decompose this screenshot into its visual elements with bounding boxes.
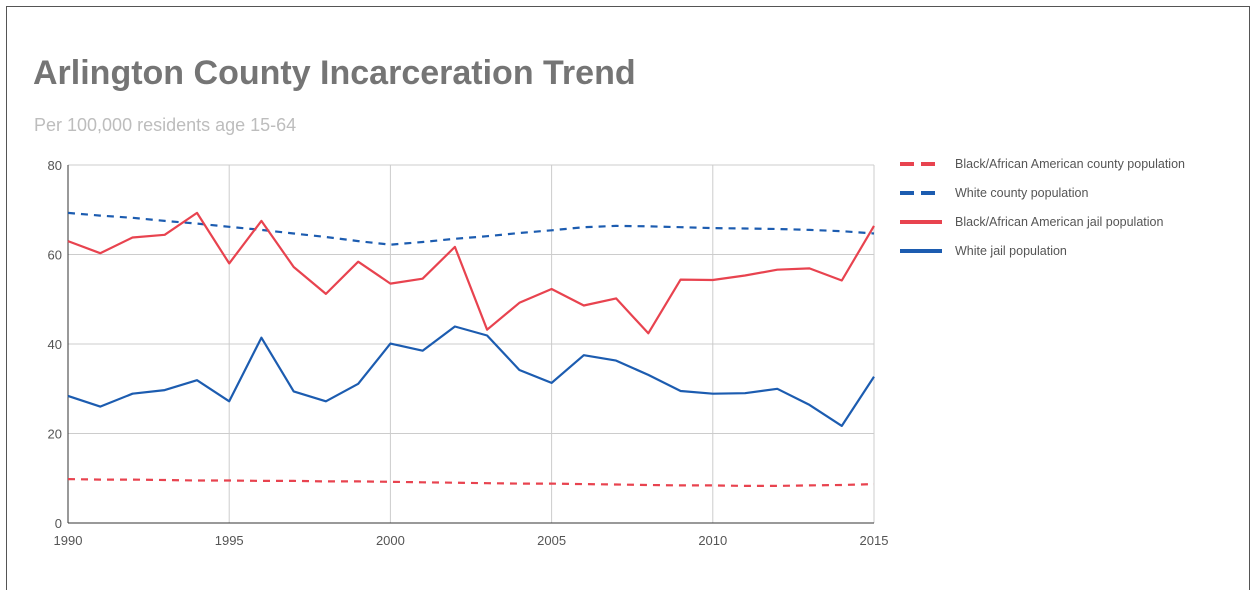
legend-item: Black/African American county population: [900, 156, 1225, 172]
y-tick-label: 20: [48, 427, 62, 442]
y-tick-label: 80: [48, 158, 62, 173]
x-tick-label: 2010: [698, 533, 727, 548]
series-line-0: [67, 478, 875, 487]
x-tick-label: 2005: [537, 533, 566, 548]
y-tick-label: 0: [55, 516, 62, 531]
x-tick-label: 2015: [860, 533, 889, 548]
legend-label: Black/African American jail population: [955, 215, 1164, 229]
chart-frame: [6, 6, 1250, 590]
chart-legend: Black/African American county population…: [900, 156, 1230, 272]
legend-swatch: [900, 160, 942, 168]
legend-label: Black/African American county population: [955, 157, 1185, 171]
legend-swatch: [900, 189, 942, 197]
series-line-3: [67, 325, 875, 427]
legend-item: Black/African American jail population: [900, 214, 1225, 230]
chart-tick-labels: 0 20 40 60 80 1990 1995 2000 2005 2010 2015: [48, 158, 889, 548]
legend-label: White county population: [955, 186, 1089, 200]
legend-swatch: [900, 247, 942, 255]
legend-item: White jail population: [900, 243, 1225, 259]
legend-swatch: [900, 218, 942, 226]
legend-label: White jail population: [955, 244, 1067, 258]
x-tick-label: 2000: [376, 533, 405, 548]
series-line-1: [67, 211, 875, 246]
chart-axes: [67, 165, 874, 524]
y-tick-label: 40: [48, 337, 62, 352]
x-tick-label: 1995: [215, 533, 244, 548]
y-tick-label: 60: [48, 248, 62, 263]
legend-item: White county population: [900, 185, 1225, 201]
chart-title: Arlington County Incarceration Trend: [33, 54, 636, 92]
chart-series: [67, 211, 875, 487]
series-line-2: [67, 211, 875, 335]
x-tick-label: 1990: [54, 533, 83, 548]
chart-subtitle: Per 100,000 residents age 15-64: [34, 115, 297, 135]
